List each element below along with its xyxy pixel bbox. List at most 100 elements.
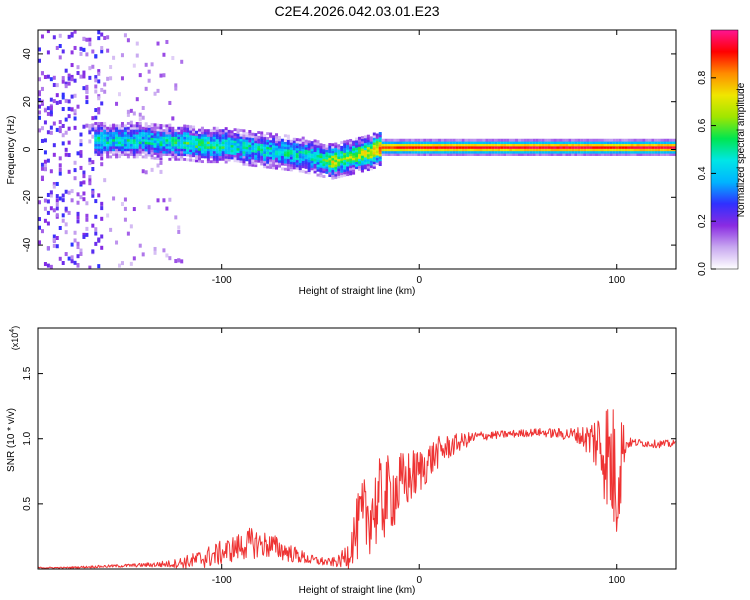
spectrogram-cell bbox=[319, 150, 323, 154]
spectrogram-cell bbox=[272, 152, 276, 155]
spectrogram-cell bbox=[150, 139, 154, 143]
spectrogram-cell bbox=[449, 150, 453, 154]
spectrogram-cell bbox=[535, 150, 539, 154]
spectrogram-cell bbox=[334, 147, 338, 151]
spectrogram-cell bbox=[120, 148, 124, 152]
spectrogram-cell bbox=[325, 163, 329, 167]
spectrogram-cell bbox=[85, 226, 89, 231]
spectrogram-cell bbox=[245, 134, 249, 138]
spectrogram-cell bbox=[195, 145, 199, 148]
spectrogram-cell bbox=[452, 145, 456, 149]
spectrogram-cell bbox=[340, 174, 344, 178]
spectrogram-cell bbox=[100, 150, 104, 154]
spectrogram-cell bbox=[55, 181, 59, 186]
spectrogram-cell bbox=[138, 141, 142, 145]
spectrogram-cell bbox=[52, 237, 56, 242]
spectrogram-cell bbox=[399, 145, 403, 149]
spectrogram-cell bbox=[156, 157, 160, 161]
spectrogram-cell bbox=[120, 129, 124, 133]
spectrogram-cell bbox=[129, 153, 133, 156]
spectrogram-cell bbox=[112, 153, 116, 156]
spectrogram-cell bbox=[239, 155, 243, 159]
spectrogram-cell bbox=[277, 138, 281, 142]
spectrogram-cell bbox=[307, 145, 311, 149]
spectrogram-cell bbox=[550, 145, 554, 149]
spectrogram-cell bbox=[203, 155, 207, 159]
spectrogram-cell bbox=[141, 252, 145, 257]
x-tick-label: 0 bbox=[416, 575, 422, 586]
spectrogram-cell bbox=[135, 126, 139, 130]
spectrogram-cell bbox=[203, 131, 207, 135]
spectrogram-cell bbox=[627, 150, 631, 154]
spectrogram-cell bbox=[381, 150, 385, 154]
spectrogram-cell bbox=[79, 51, 83, 56]
spectrogram-cell bbox=[461, 143, 465, 147]
spectrogram-cell bbox=[592, 141, 596, 145]
spectrogram-cell bbox=[257, 135, 261, 139]
spectrogram-cell bbox=[657, 153, 661, 156]
spectrogram-cell bbox=[506, 148, 510, 152]
spectrogram-cell bbox=[254, 133, 258, 137]
spectrogram-cell bbox=[449, 153, 453, 156]
spectrogram-cell bbox=[138, 153, 142, 156]
spectrogram-cell bbox=[482, 153, 486, 156]
spectrogram-cell bbox=[144, 134, 148, 138]
spectrogram-cell bbox=[162, 73, 166, 78]
spectrogram-cell bbox=[40, 126, 44, 131]
spectrogram-cell bbox=[189, 153, 193, 157]
spectrogram-cell bbox=[70, 94, 74, 99]
spectrogram-cell bbox=[94, 136, 98, 140]
spectrogram-cell bbox=[138, 136, 142, 140]
spectrogram-cell bbox=[369, 150, 373, 154]
spectrogram-cell bbox=[180, 145, 184, 149]
spectrogram-cell bbox=[76, 104, 80, 109]
spectrogram-cell bbox=[159, 140, 163, 144]
spectrogram-cell bbox=[117, 154, 121, 159]
spectrogram-cell bbox=[343, 169, 347, 172]
spectrogram-cell bbox=[503, 148, 507, 152]
spectrogram-cell bbox=[630, 138, 634, 142]
spectrogram-cell bbox=[153, 132, 157, 136]
spectrogram-cell bbox=[352, 154, 356, 158]
spectrogram-cell bbox=[461, 148, 465, 152]
spectrogram-cell bbox=[289, 149, 293, 153]
spectrogram-cell bbox=[103, 35, 107, 40]
spectrogram-cell bbox=[580, 138, 584, 142]
spectrogram-cell bbox=[97, 264, 101, 269]
spectrogram-cell bbox=[79, 142, 83, 147]
spectrogram-cell bbox=[123, 143, 127, 147]
spectrogram-cell bbox=[301, 146, 305, 150]
spectrogram-cell bbox=[100, 148, 104, 152]
spectrogram-cell bbox=[488, 153, 492, 156]
spectrogram-cell bbox=[150, 127, 154, 131]
spectrogram-cell bbox=[171, 153, 175, 156]
spectrogram-cell bbox=[85, 90, 89, 95]
spectrogram-cell bbox=[203, 129, 207, 133]
spectrogram-cell bbox=[352, 159, 356, 163]
spectrogram-cell bbox=[375, 140, 379, 144]
colorbar-tick-label: 0.6 bbox=[697, 118, 708, 132]
spectrogram-cell bbox=[43, 262, 47, 267]
spectrogram-cell bbox=[292, 161, 296, 165]
spectrogram-cell bbox=[366, 168, 370, 172]
spectrogram-cell bbox=[390, 141, 394, 145]
spectrogram-cell bbox=[52, 82, 56, 87]
spectrogram-cell bbox=[251, 144, 255, 148]
spectrogram-cell bbox=[435, 143, 439, 147]
spectrogram-cell bbox=[254, 135, 258, 139]
spectrogram-cell bbox=[266, 156, 270, 159]
spectrogram-cell bbox=[218, 145, 222, 149]
spectrogram-cell bbox=[381, 148, 385, 152]
spectrogram-cell bbox=[334, 171, 338, 175]
spectrogram-cell bbox=[120, 76, 124, 81]
snr-x-ticks: -100 0 100 bbox=[212, 328, 626, 586]
spectrogram-cell bbox=[171, 136, 175, 140]
spectrogram-cell bbox=[117, 145, 121, 149]
spectrogram-cell bbox=[79, 165, 83, 170]
spectrogram-cell bbox=[94, 108, 98, 113]
spectrogram-cell bbox=[352, 171, 356, 175]
spectrogram-cell bbox=[269, 144, 273, 148]
spectrogram-cell bbox=[476, 143, 480, 147]
spectrogram-cell bbox=[46, 74, 50, 79]
